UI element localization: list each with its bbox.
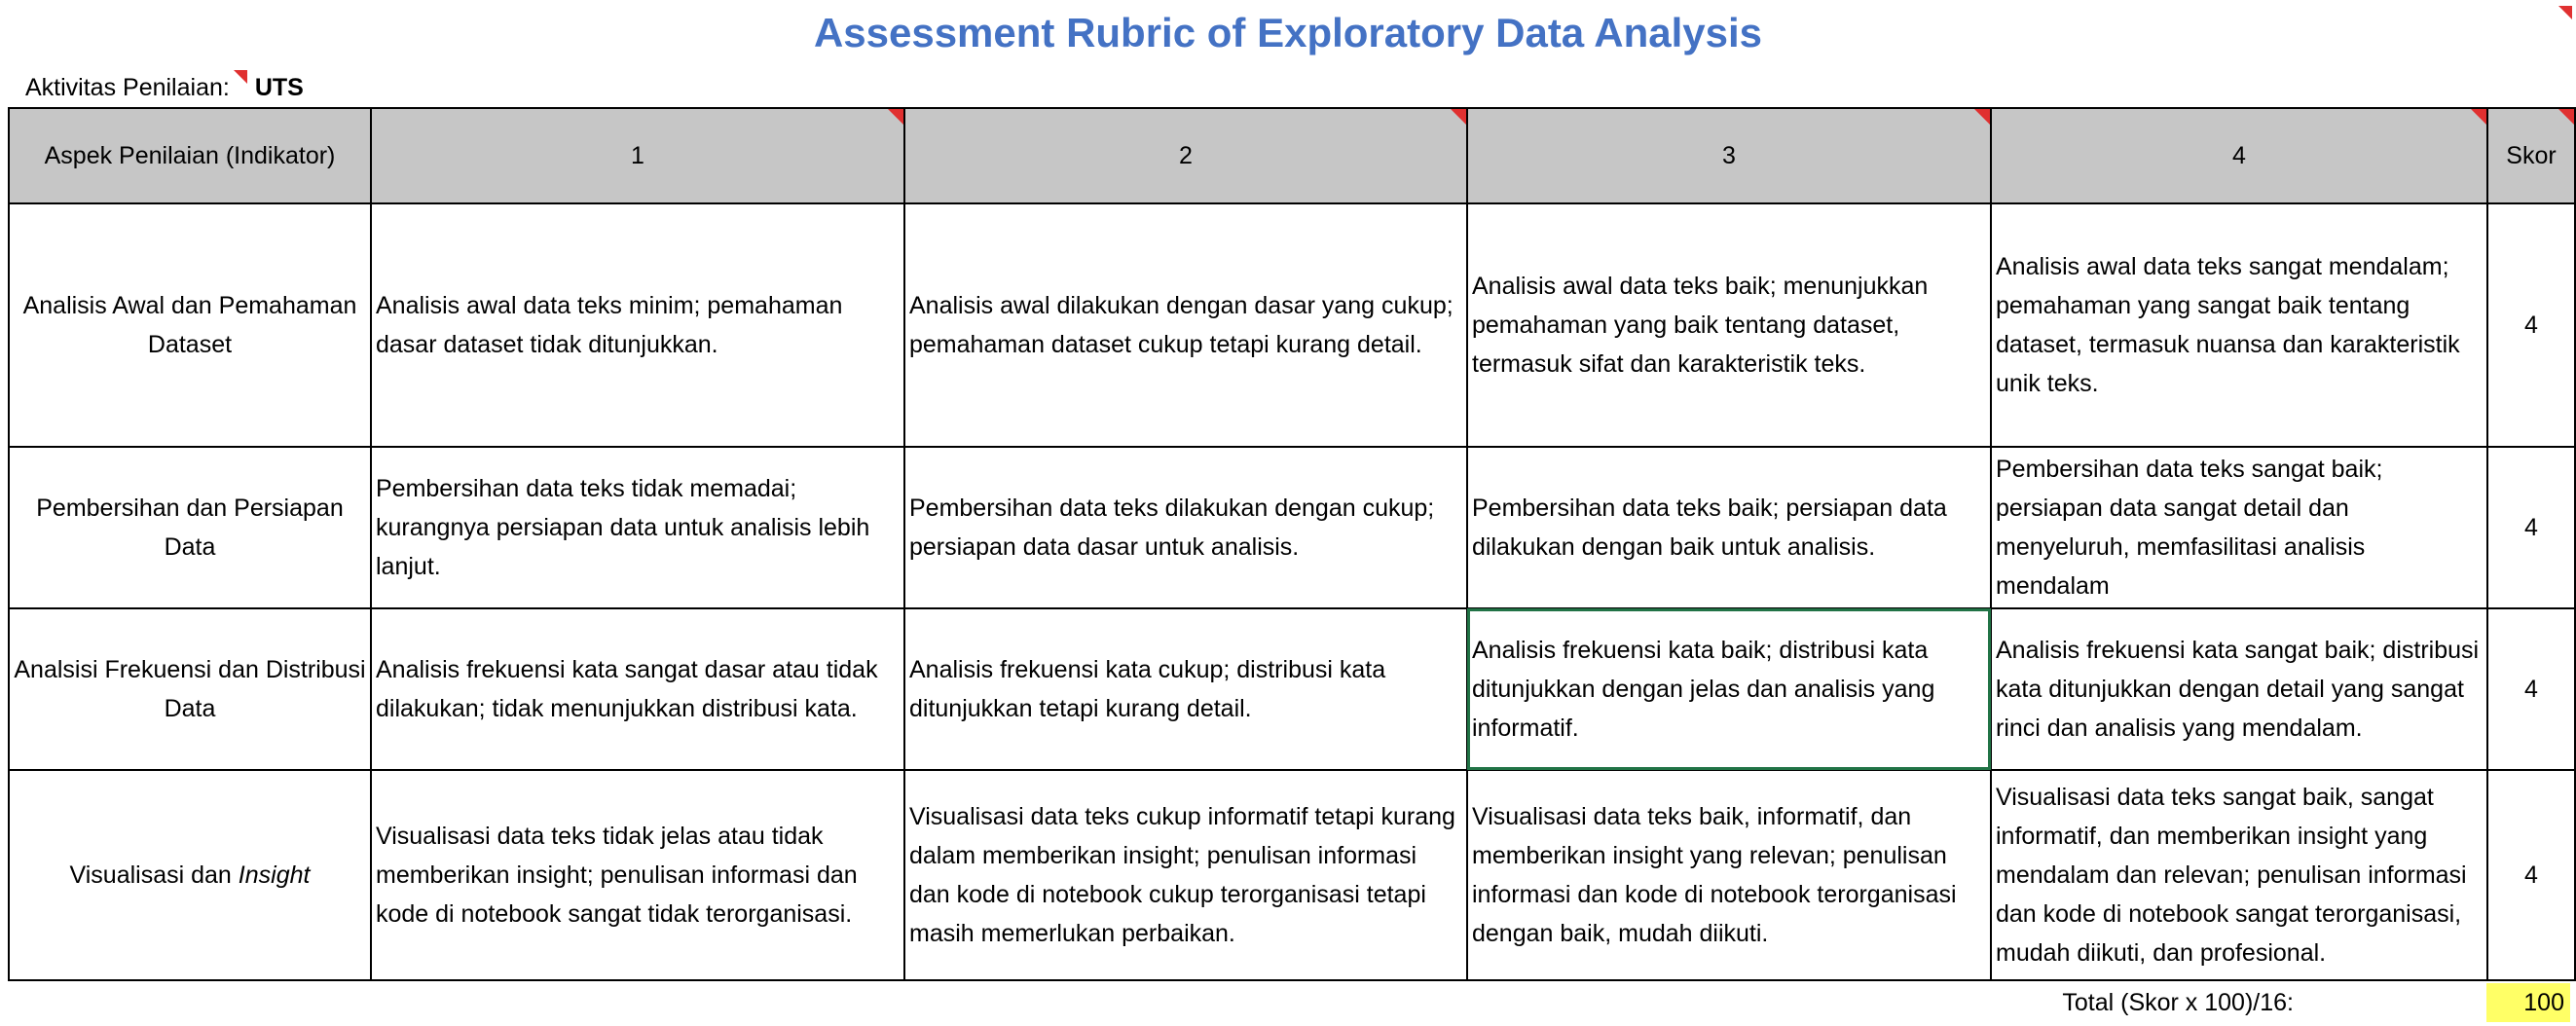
table-row: Pembersihan dan Persiapan Data Pembersih… [8, 446, 2576, 609]
header-row: Aspek Penilaian (Indikator) 1 2 3 4 Skor [8, 107, 2576, 204]
level-cell[interactable]: Pembersihan data teks tidak memadai; kur… [370, 446, 905, 609]
activity-value[interactable]: UTS [254, 74, 304, 101]
level-cell[interactable]: Visualisasi data teks baik, informatif, … [1466, 769, 1992, 981]
level-cell[interactable]: Analisis frekuensi kata sangat baik; dis… [1990, 607, 2488, 771]
level-cell[interactable]: Analisis awal dilakukan dengan dasar yan… [903, 202, 1468, 448]
level-cell[interactable]: Analisis awal data teks baik; menunjukka… [1466, 202, 1992, 448]
score-cell[interactable]: 4 [2486, 446, 2576, 609]
comment-indicator-icon [2558, 109, 2574, 125]
header-score[interactable]: Skor [2486, 107, 2576, 204]
level-cell[interactable]: Pembersihan data teks baik; persiapan da… [1466, 446, 1992, 609]
level-cell[interactable]: Pembersihan data teks dilakukan dengan c… [903, 446, 1468, 609]
header-level-1[interactable]: 1 [370, 107, 905, 204]
page-title: Assessment Rubric of Exploratory Data An… [813, 10, 1763, 55]
comment-indicator-icon [2558, 6, 2572, 19]
aspect-cell[interactable]: Analisis Awal dan Pemahaman Dataset [8, 202, 372, 448]
header-aspect[interactable]: Aspek Penilaian (Indikator) [8, 107, 372, 204]
activity-label: Aktivitas Penilaian: [25, 74, 230, 101]
selected-cell[interactable]: Analisis frekuensi kata baik; distribusi… [1466, 607, 1992, 771]
level-cell[interactable]: Visualisasi data teks tidak jelas atau t… [370, 769, 905, 981]
header-level-2[interactable]: 2 [903, 107, 1468, 204]
level-cell[interactable]: Visualisasi data teks sangat baik, sanga… [1990, 769, 2488, 981]
level-cell[interactable]: Analisis frekuensi kata sangat dasar ata… [370, 607, 905, 771]
table-row: Analsisi Frekuensi dan Distribusi Data A… [8, 607, 2576, 771]
level-cell[interactable]: Analisis frekuensi kata cukup; distribus… [903, 607, 1468, 771]
comment-indicator-icon [1974, 109, 1990, 125]
comment-indicator-icon [888, 109, 903, 125]
aspect-cell[interactable]: Visualisasi dan Insight [8, 769, 372, 981]
rubric-table: Aspek Penilaian (Indikator) 1 2 3 4 Skor… [8, 107, 2576, 981]
header-level-3[interactable]: 3 [1466, 107, 1992, 204]
level-cell[interactable]: Analisis awal data teks minim; pemahaman… [370, 202, 905, 448]
aspect-cell[interactable]: Pembersihan dan Persiapan Data [8, 446, 372, 609]
total-label: Total (Skor x 100)/16: [2062, 989, 2294, 1016]
comment-indicator-icon [2471, 109, 2486, 125]
table-row: Visualisasi dan Insight Visualisasi data… [8, 769, 2576, 981]
total-value[interactable]: 100 [2486, 983, 2570, 1022]
level-cell[interactable]: Analisis awal data teks sangat mendalam;… [1990, 202, 2488, 448]
level-cell[interactable]: Pembersihan data teks sangat baik; persi… [1990, 446, 2488, 609]
comment-indicator-icon [234, 70, 247, 84]
score-cell[interactable]: 4 [2486, 202, 2576, 448]
score-cell[interactable]: 4 [2486, 607, 2576, 771]
activity-row: Aktivitas Penilaian: UTS [25, 70, 304, 102]
table-row: Analisis Awal dan Pemahaman Dataset Anal… [8, 202, 2576, 448]
score-cell[interactable]: 4 [2486, 769, 2576, 981]
header-level-4[interactable]: 4 [1990, 107, 2488, 204]
comment-indicator-icon [1451, 109, 1466, 125]
aspect-cell[interactable]: Analsisi Frekuensi dan Distribusi Data [8, 607, 372, 771]
level-cell[interactable]: Visualisasi data teks cukup informatif t… [903, 769, 1468, 981]
